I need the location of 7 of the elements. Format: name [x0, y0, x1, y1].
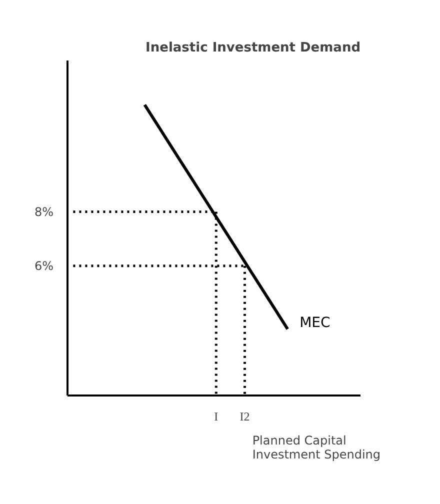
series-label: MEC	[300, 315, 331, 332]
x-tick-label: I2	[240, 410, 250, 424]
x-tick-label: I	[214, 410, 218, 424]
chart-title: Inelastic Investment Demand	[146, 40, 361, 56]
y-tick-label: 6%	[34, 258, 54, 273]
y-tick-label: 8%	[34, 204, 54, 219]
x-axis-title: Planned Capital Investment Spending	[252, 434, 381, 462]
